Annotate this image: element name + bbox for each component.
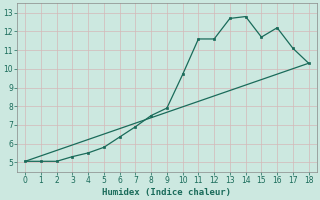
X-axis label: Humidex (Indice chaleur): Humidex (Indice chaleur): [102, 188, 231, 197]
